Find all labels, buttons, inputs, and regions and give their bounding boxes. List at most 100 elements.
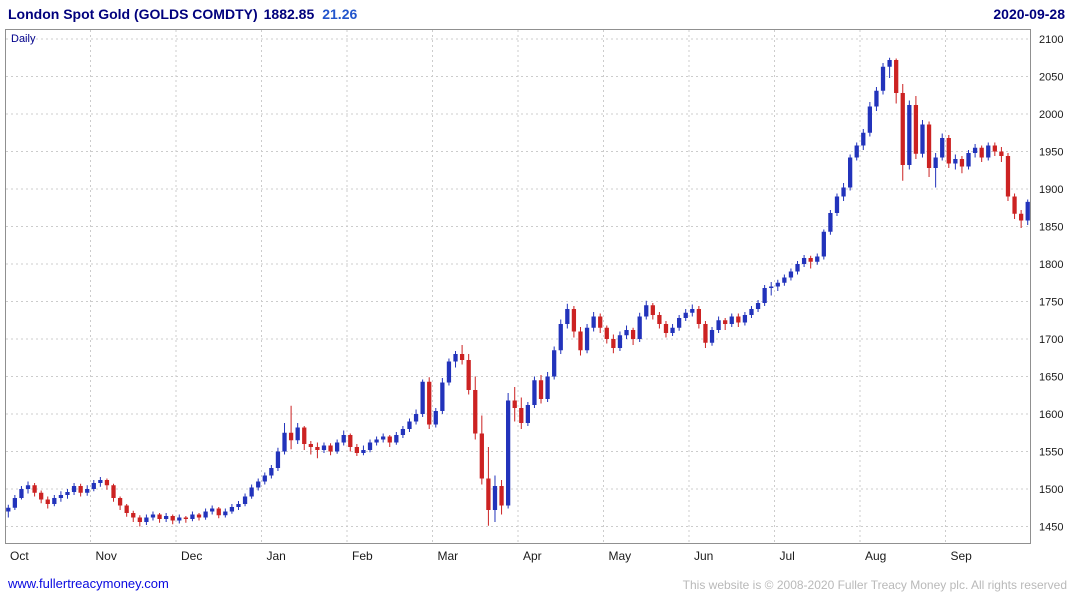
candle-body: [979, 147, 984, 158]
candle-body: [19, 489, 24, 498]
candle-body: [584, 327, 590, 351]
candle-body: [1018, 213, 1024, 221]
candle-body: [479, 433, 484, 479]
candle-body: [144, 517, 149, 522]
candle-body: [808, 258, 813, 262]
y-axis-label: 1850: [1039, 222, 1063, 234]
candle-body: [196, 514, 202, 518]
candle-body: [242, 496, 248, 504]
x-axis-label: Dec: [181, 549, 202, 563]
candle-body: [650, 305, 655, 315]
candlestick-chart: 1450 1500 1550 1600 1650 1700 1750 1800 1850 1900…: [5, 29, 1075, 569]
candle-body: [400, 429, 406, 435]
candle-body: [630, 330, 636, 339]
candle-body: [565, 309, 570, 324]
chart-title: London Spot Gold (GOLDS COMDTY): [8, 6, 258, 22]
x-axis-label: Jun: [694, 549, 713, 563]
candle-body: [275, 451, 281, 468]
y-axis-label: 1450: [1039, 522, 1063, 534]
candle-body: [775, 282, 780, 287]
candle-body: [742, 315, 748, 323]
candle-body: [762, 288, 767, 303]
candle-body: [104, 480, 110, 486]
candle-body: [571, 309, 577, 332]
candle-body: [999, 151, 1004, 156]
candle-body: [295, 427, 300, 441]
candle-body: [532, 380, 537, 405]
y-axis-label: 1900: [1039, 184, 1063, 196]
candle-body: [578, 331, 583, 351]
candle-body: [821, 231, 826, 257]
candle-body: [348, 435, 353, 447]
candle-body: [841, 187, 846, 197]
candle-body: [861, 132, 866, 146]
candle-body: [723, 320, 728, 324]
candle-body: [505, 400, 511, 506]
candle-body: [670, 327, 675, 333]
candle-body: [71, 486, 77, 492]
candle-body: [361, 450, 366, 453]
candle-body: [769, 286, 774, 288]
candle-body: [986, 145, 991, 158]
x-axis-label: Mar: [438, 549, 459, 563]
last-price: 1882.85: [263, 6, 315, 22]
site-link[interactable]: www.fullertreacymoney.com: [8, 576, 169, 591]
candle-body: [150, 514, 156, 518]
x-axis-label: Oct: [10, 549, 29, 563]
candle-body: [900, 93, 905, 165]
candle-body: [308, 444, 313, 447]
y-axis-label: 2000: [1039, 109, 1063, 121]
candle-body: [315, 447, 320, 450]
candle-body: [236, 504, 241, 507]
chart-svg: 1450 1500 1550 1600 1650 1700 1750 1800 1850 1900…: [5, 29, 1063, 563]
candle-body: [854, 145, 859, 158]
candle-body: [124, 505, 129, 513]
y-axis-label: 1650: [1039, 372, 1063, 384]
candle-body: [413, 414, 419, 422]
candle-body: [716, 320, 721, 330]
candle-body: [32, 485, 37, 493]
candle-body: [525, 405, 531, 423]
candle-body: [729, 316, 734, 324]
candle-body: [229, 507, 235, 512]
plot-border: [5, 29, 1031, 544]
candle-body: [183, 517, 189, 519]
candle-body: [913, 105, 919, 154]
x-axis-label: Jan: [267, 549, 286, 563]
x-axis-label: Sep: [951, 549, 973, 563]
candle-body: [288, 432, 294, 441]
candle-body: [321, 445, 327, 450]
candle-body: [117, 498, 123, 506]
candle-body: [637, 316, 642, 339]
candle-body: [1005, 156, 1011, 197]
candle-body: [381, 436, 386, 440]
y-axis-label: 1800: [1039, 259, 1063, 271]
candle-body: [58, 495, 64, 498]
candle-body: [545, 376, 550, 399]
candle-body: [170, 516, 175, 521]
candle-body: [933, 157, 938, 168]
candle-body: [157, 514, 162, 519]
candle-body: [795, 264, 800, 272]
candle-body: [374, 439, 379, 443]
candle-body: [894, 60, 899, 93]
candle-body: [690, 309, 695, 313]
candle-body: [847, 157, 853, 188]
candle-body: [696, 309, 702, 324]
candle-body: [874, 90, 879, 107]
candle-body: [85, 489, 90, 493]
candle-body: [12, 498, 18, 508]
x-axis-label: Apr: [523, 549, 542, 563]
candle-body: [203, 511, 208, 518]
candle-body: [676, 318, 682, 328]
candle-body: [703, 324, 708, 343]
candle-body: [887, 60, 892, 67]
candle-body: [972, 147, 978, 153]
candle-body: [216, 508, 221, 516]
x-axis-label: Nov: [96, 549, 117, 563]
candle-body: [815, 256, 820, 262]
candle-body: [256, 481, 261, 488]
candle-body: [499, 486, 504, 506]
candle-body: [598, 316, 603, 328]
x-axis-label: Feb: [352, 549, 373, 563]
